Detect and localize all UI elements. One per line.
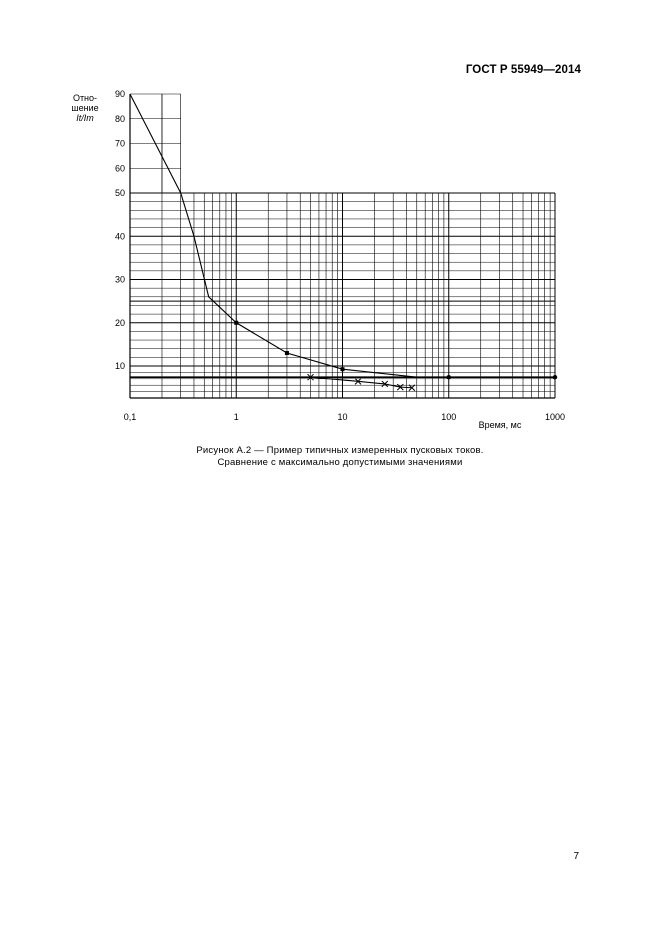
y-axis-label-line3: It/Im [76,113,94,123]
y-tick-label: 70 [115,139,125,149]
y-tick-label: 10 [115,361,125,371]
data-point [340,367,345,372]
x-tick-label: 100 [441,412,456,422]
x-tick-label: 1 [234,412,239,422]
series-line-1 [129,93,417,378]
y-tick-label: 60 [115,163,125,173]
data-point-stroke [408,384,416,392]
data-point-stroke [396,383,404,391]
figure-caption-line2: Сравнение с максимально допустимыми знач… [217,457,463,468]
y-tick-label: 50 [115,188,125,198]
data-point [354,378,362,385]
x-tick-label: 10 [337,412,347,422]
x-tick-label: 0,1 [124,412,137,422]
data-point [284,351,289,356]
data-point [381,380,389,388]
chart-tick-labels: 10 20 30 40 50 60 70 80 90 0,1 1 10 100 1000 [115,89,565,422]
y-tick-label: 30 [115,275,125,285]
figure-caption-line1: Рисунок А.2 — Пример типичных измеренных… [196,445,484,456]
y-axis-label-line2: шение [71,103,99,113]
document-code: ГОСТ Р 55949—2014 [465,64,581,76]
data-point [234,320,239,325]
y-axis-label: Отно- шение It/Im [60,93,110,123]
chart-grid [129,93,556,399]
data-point [408,384,416,392]
y-tick-label: 80 [115,114,125,124]
x-tick-label: 1000 [545,412,565,422]
page-number: 7 [573,851,579,862]
y-tick-label: 90 [115,89,125,99]
x-axis-label: Время, мс [479,420,522,430]
chart-series [129,93,558,392]
y-axis-label-line1: Отно- [72,93,98,103]
data-point-stroke [354,378,362,385]
y-tick-label: 40 [115,231,125,241]
data-point [552,375,558,380]
data-point-stroke [381,380,389,388]
y-tick-label: 20 [115,318,125,328]
data-point [396,383,404,391]
data-point [446,375,451,380]
